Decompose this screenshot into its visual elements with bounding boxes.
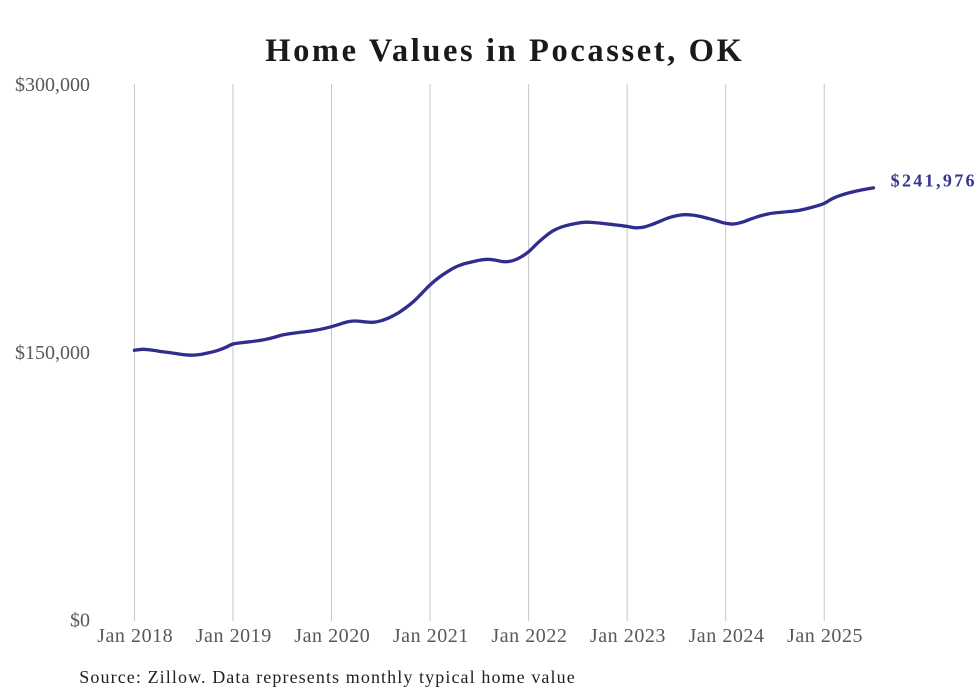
svg-text:Jan 2021: Jan 2021 [393, 625, 469, 647]
svg-text:$300,000: $300,000 [15, 74, 90, 96]
svg-text:$241,976: $241,976 [891, 171, 977, 191]
svg-text:Jan 2018: Jan 2018 [97, 625, 173, 647]
svg-text:Jan 2023: Jan 2023 [590, 625, 666, 647]
svg-text:Jan 2025: Jan 2025 [787, 625, 863, 647]
svg-text:Jan 2020: Jan 2020 [294, 625, 370, 647]
svg-text:Jan 2022: Jan 2022 [491, 625, 567, 647]
svg-text:Home Values in Pocasset, OK: Home Values in Pocasset, OK [265, 33, 744, 69]
svg-text:$0: $0 [70, 609, 90, 631]
svg-text:Jan 2024: Jan 2024 [688, 625, 764, 647]
svg-text:Jan 2019: Jan 2019 [196, 625, 272, 647]
svg-text:Source: Zillow. Data represent: Source: Zillow. Data represents monthly … [79, 667, 576, 687]
svg-text:$150,000: $150,000 [15, 342, 90, 364]
